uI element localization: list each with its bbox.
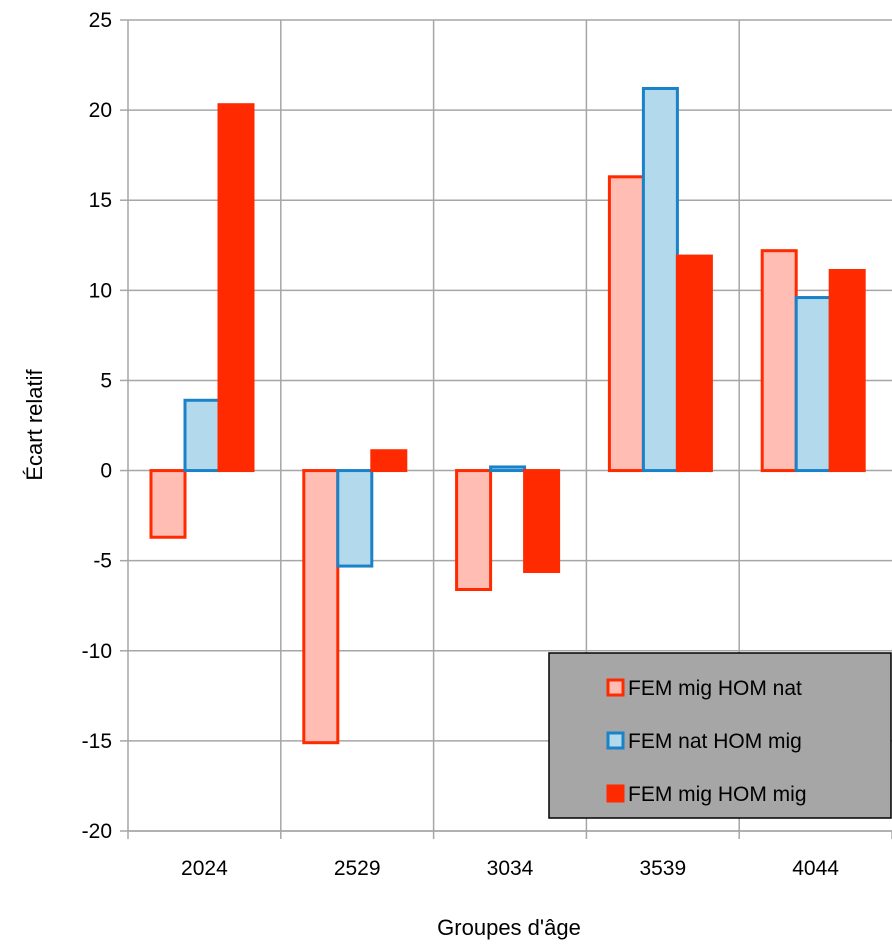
y-tick-label: 20 <box>89 99 112 122</box>
y-tick-label: -20 <box>82 820 112 843</box>
y-tick-label: 10 <box>89 279 112 302</box>
bar-3-2529 <box>370 449 408 473</box>
y-tick-label: 25 <box>89 9 112 32</box>
bar-1-3539 <box>607 175 645 473</box>
bar-2-4044 <box>794 296 832 473</box>
y-tick-label: 0 <box>100 460 112 483</box>
legend-swatch-3 <box>606 784 625 803</box>
legend-swatch-1 <box>606 678 625 697</box>
axis-layer: 25 20 15 10 5 0 -5 -10 -15 -20 2024 2529 3034 3539 404… <box>82 9 892 880</box>
bar-3-3034 <box>523 469 561 573</box>
y-tick-label: -10 <box>82 640 112 663</box>
x-tick-label: 4044 <box>792 857 839 880</box>
bar-3-3539 <box>675 254 713 473</box>
legend-label-2: FEM nat HOM mig <box>628 730 802 753</box>
bar-2-2024 <box>183 398 221 473</box>
x-axis-title: Groupes d'âge <box>437 915 581 940</box>
bars-layer <box>149 86 866 745</box>
bar-3-2024 <box>217 103 255 473</box>
bar-1-4044 <box>760 249 798 473</box>
bar-1-3034 <box>455 469 493 592</box>
legend: FEM mig HOM nat FEM nat HOM mig FEM mig HO… <box>548 652 892 819</box>
legend-swatch-2 <box>606 731 625 750</box>
x-tick-label: 3034 <box>487 857 534 880</box>
y-tick-label: 15 <box>89 189 112 212</box>
legend-box <box>548 652 892 819</box>
bar-2-3034 <box>489 465 527 473</box>
y-axis-title: Écart relatif <box>22 368 47 480</box>
y-tick-label: -5 <box>93 550 112 573</box>
y-tick-label: -15 <box>82 730 112 753</box>
x-tick-label: 2529 <box>334 857 381 880</box>
y-tick-label: 5 <box>100 369 112 392</box>
bar-3-4044 <box>828 269 866 473</box>
legend-label-3: FEM mig HOM mig <box>628 783 807 806</box>
bar-2-3539 <box>641 86 679 473</box>
bar-1-2529 <box>302 469 340 745</box>
x-tick-label: 3539 <box>639 857 686 880</box>
legend-label-1: FEM mig HOM nat <box>628 677 802 700</box>
bar-2-2529 <box>336 469 374 568</box>
x-tick-label: 2024 <box>181 857 228 880</box>
bar-1-2024 <box>149 469 187 539</box>
